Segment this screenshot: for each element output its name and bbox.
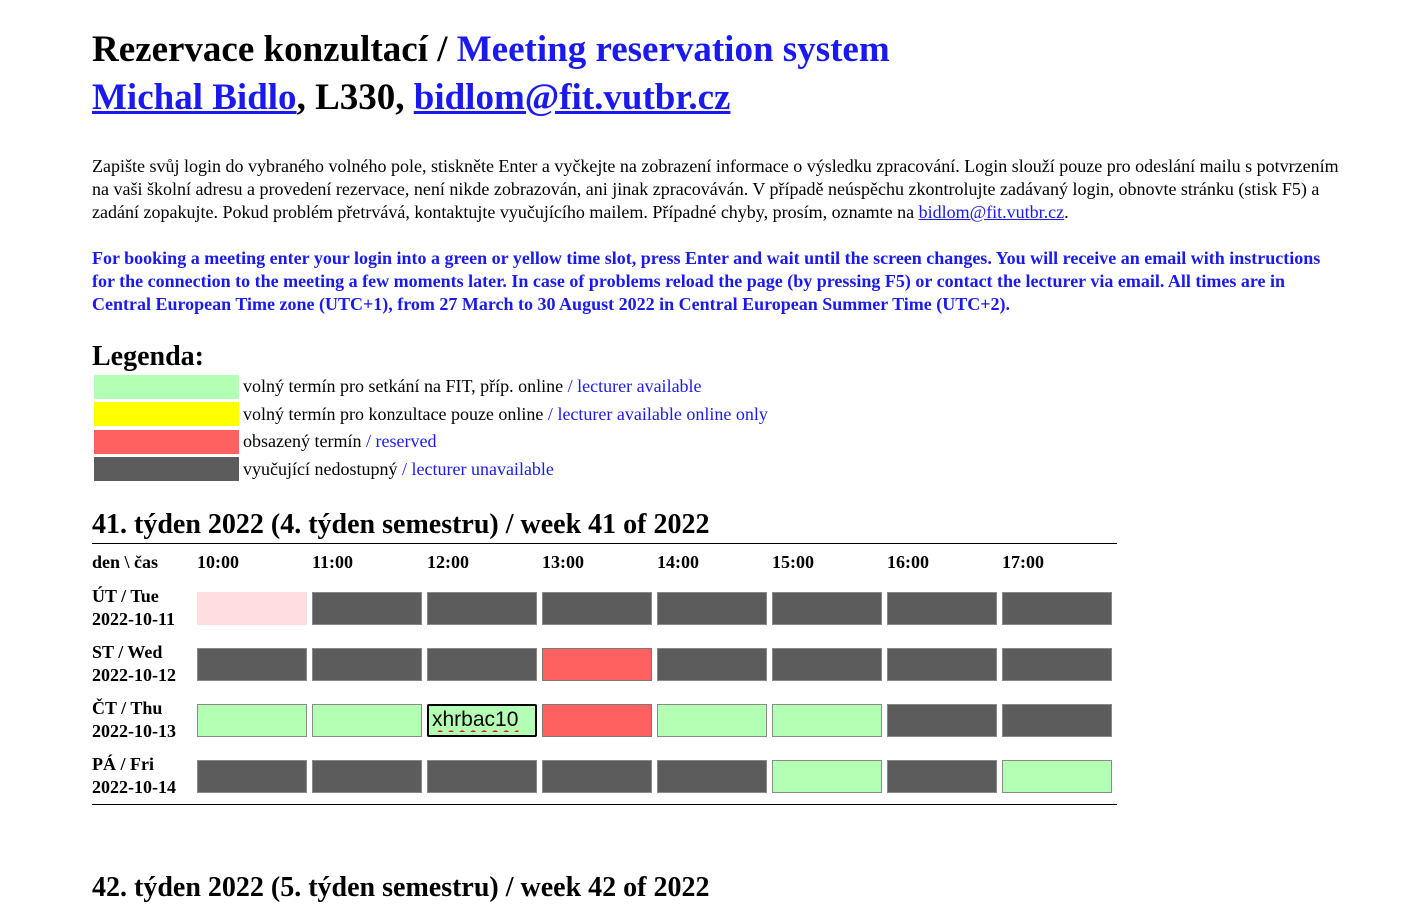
slot-unavailable: [427, 759, 537, 793]
login-input[interactable]: [427, 703, 537, 737]
slot-unavailable: [887, 703, 997, 737]
slot-unavailable: [887, 647, 997, 681]
slot-available[interactable]: [312, 703, 422, 737]
time-header: 14:00: [657, 551, 699, 572]
time-header: 15:00: [772, 551, 814, 572]
day-label: PÁ / Fri 2022-10-14: [92, 753, 197, 799]
corner-label: den \ čas: [92, 551, 159, 572]
legend-item: vyučující nedostupný / lecturer unavaila…: [92, 456, 1342, 484]
time-header: 10:00: [197, 551, 239, 572]
slot-unavailable: [312, 647, 422, 681]
slot-unavailable: [542, 591, 652, 625]
legend-label-en: lecturer unavailable: [411, 458, 554, 479]
legend-item: obsazený termín / reserved: [92, 428, 1342, 456]
schedule-header: den \ čas 10:00 11:00 12:00 13:00 14:00 15:00…: [92, 544, 1117, 580]
schedule-rows: ÚT / Tue 2022-10-11 ST / Wed 2022-10-12 ČT /…: [92, 580, 1117, 804]
legend-separator: /: [361, 431, 376, 452]
title-cs: Rezervace konzultací /: [92, 29, 448, 70]
legend-separator: /: [563, 376, 578, 397]
intro-email-link[interactable]: bidlom@fit.vutbr.cz: [918, 202, 1065, 222]
slot-unavailable: [542, 759, 652, 793]
lecturer-email-link[interactable]: bidlom@fit.vutbr.cz: [413, 77, 731, 118]
day-row: ČT / Thu 2022-10-13: [92, 692, 1117, 748]
legend-item: volný termín pro setkání na FIT, příp. o…: [92, 373, 1342, 401]
slot-available[interactable]: [772, 759, 882, 793]
time-header: 16:00: [887, 551, 929, 572]
day-name: ST / Wed: [92, 642, 163, 662]
slot-unavailable: [657, 647, 767, 681]
time-header: 11:00: [312, 551, 354, 572]
slot-past: [197, 591, 307, 625]
time-header: 17:00: [1002, 551, 1044, 572]
legend-swatch: [94, 429, 239, 454]
day-row: PÁ / Fri 2022-10-14: [92, 748, 1117, 804]
slot-unavailable: [657, 591, 767, 625]
legend-separator: /: [543, 403, 558, 424]
day-date: 2022-10-14: [92, 777, 176, 797]
legend-swatch: [94, 402, 239, 427]
day-name: ČT / Thu: [92, 698, 163, 718]
time-header: 12:00: [427, 551, 469, 572]
legend-swatch: [94, 374, 239, 399]
slot-unavailable: [887, 759, 997, 793]
legend: volný termín pro setkání na FIT, příp. o…: [92, 373, 1342, 483]
legend-label-en: lecturer available online only: [557, 403, 768, 424]
slot-reserved: [542, 703, 652, 737]
slot-unavailable: [312, 591, 422, 625]
slot-available[interactable]: [197, 703, 307, 737]
day-date: 2022-10-11: [92, 609, 175, 629]
legend-title: Legenda:: [92, 341, 204, 372]
week-schedule: den \ čas 10:00 11:00 12:00 13:00 14:00 15:00…: [92, 543, 1117, 805]
day-row: ST / Wed 2022-10-12: [92, 636, 1117, 692]
page-title: Rezervace konzultací / Meeting reservati…: [92, 26, 1342, 74]
day-label: ÚT / Tue 2022-10-11: [92, 585, 197, 631]
legend-label-en: lecturer available: [577, 376, 702, 397]
slot-unavailable: [772, 647, 882, 681]
contact-line: Michal Bidlo, L330, bidlom@fit.vutbr.cz: [92, 74, 1342, 122]
intro-period: .: [1064, 202, 1069, 222]
slot-reserved: [542, 647, 652, 681]
day-date: 2022-10-13: [92, 721, 176, 741]
legend-label-cs: volný termín pro konzultace pouze online: [243, 403, 544, 424]
slot-unavailable: [772, 591, 882, 625]
intro-en: For booking a meeting enter your login i…: [92, 248, 1321, 314]
slot-available[interactable]: [1002, 759, 1112, 793]
day-name: PÁ / Fri: [92, 754, 154, 774]
title-en: Meeting reservation system: [456, 29, 890, 70]
intro-cs: Zapište svůj login do vybraného volného …: [92, 155, 1342, 224]
page-content: Rezervace konzultací / Meeting reservati…: [92, 26, 1342, 805]
slot-unavailable: [887, 591, 997, 625]
legend-item: volný termín pro konzultace pouze online…: [92, 401, 1342, 429]
intro-cs-text: Zapište svůj login do vybraného volného …: [92, 156, 1339, 222]
slot-unavailable: [197, 647, 307, 681]
day-row: ÚT / Tue 2022-10-11: [92, 580, 1117, 636]
slot-unavailable: [197, 759, 307, 793]
day-label: ČT / Thu 2022-10-13: [92, 697, 197, 743]
day-label: ST / Wed 2022-10-12: [92, 641, 197, 687]
day-date: 2022-10-12: [92, 665, 176, 685]
legend-swatch: [94, 457, 239, 482]
legend-label-cs: volný termín pro setkání na FIT, příp. o…: [243, 376, 564, 397]
legend-label-cs: vyučující nedostupný: [243, 458, 398, 479]
slot-unavailable: [312, 759, 422, 793]
legend-separator: /: [397, 458, 412, 479]
week-title: 41. týden 2022 (4. týden semestru) / wee…: [92, 509, 710, 540]
time-header: 13:00: [542, 551, 584, 572]
slot-available[interactable]: [657, 703, 767, 737]
slot-unavailable: [657, 759, 767, 793]
legend-label-cs: obsazený termín: [243, 431, 362, 452]
lecturer-name-link[interactable]: Michal Bidlo: [92, 77, 297, 118]
slot-available[interactable]: [772, 703, 882, 737]
legend-label-en: reserved: [375, 431, 437, 452]
day-name: ÚT / Tue: [92, 586, 159, 606]
slot-unavailable: [1002, 647, 1112, 681]
slot-unavailable: [427, 647, 537, 681]
slot-unavailable: [1002, 703, 1112, 737]
slot-unavailable: [1002, 591, 1112, 625]
next-week-title: 42. týden 2022 (5. týden semestru) / wee…: [92, 872, 710, 903]
slot-unavailable: [427, 591, 537, 625]
office-text: , L330,: [296, 77, 414, 118]
